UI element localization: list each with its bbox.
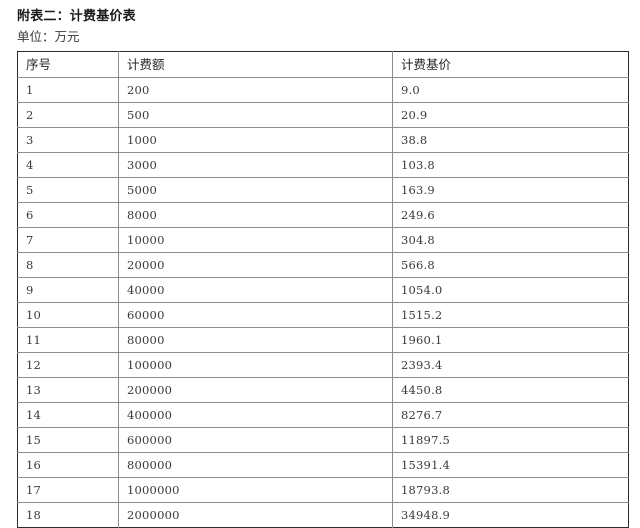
cell-amount: 200000 xyxy=(118,377,393,403)
cell-price: 18793.8 xyxy=(392,477,629,503)
cell-amount: 40000 xyxy=(118,277,393,303)
column-header-amount: 计费额 xyxy=(118,51,393,78)
cell-price: 20.9 xyxy=(392,102,629,128)
cell-amount: 600000 xyxy=(118,427,393,453)
cell-amount: 400000 xyxy=(118,402,393,428)
cell-amount: 2000000 xyxy=(118,502,393,528)
cell-index: 16 xyxy=(17,452,119,478)
cell-amount: 1000000 xyxy=(118,477,393,503)
cell-price: 304.8 xyxy=(392,227,629,253)
fee-base-price-table: 序号 计费额 计费基价 1 200 9.0 2 500 20.9 3 1000 38.8 4 300… xyxy=(17,51,629,528)
cell-price: 103.8 xyxy=(392,152,629,178)
cell-index: 10 xyxy=(17,302,119,328)
cell-price: 163.9 xyxy=(392,177,629,203)
cell-amount: 5000 xyxy=(118,177,393,203)
cell-price: 8276.7 xyxy=(392,402,629,428)
cell-amount: 3000 xyxy=(118,152,393,178)
table-row: 17 1000000 18793.8 xyxy=(17,477,629,503)
cell-index: 8 xyxy=(17,252,119,278)
table-row: 1 200 9.0 xyxy=(17,77,629,103)
cell-price: 1960.1 xyxy=(392,327,629,353)
table-row: 2 500 20.9 xyxy=(17,102,629,128)
table-row: 8 20000 566.8 xyxy=(17,252,629,278)
table-header-row: 序号 计费额 计费基价 xyxy=(17,51,629,78)
cell-amount: 1000 xyxy=(118,127,393,153)
cell-price: 38.8 xyxy=(392,127,629,153)
cell-index: 17 xyxy=(17,477,119,503)
cell-price: 249.6 xyxy=(392,202,629,228)
table-row: 7 10000 304.8 xyxy=(17,227,629,253)
table-row: 14 400000 8276.7 xyxy=(17,402,629,428)
table-row: 3 1000 38.8 xyxy=(17,127,629,153)
cell-index: 1 xyxy=(17,77,119,103)
cell-amount: 800000 xyxy=(118,452,393,478)
cell-price: 1515.2 xyxy=(392,302,629,328)
unit-note: 单位：万元 xyxy=(17,29,80,44)
cell-amount: 100000 xyxy=(118,352,393,378)
cell-price: 4450.8 xyxy=(392,377,629,403)
cell-index: 11 xyxy=(17,327,119,353)
cell-price: 11897.5 xyxy=(392,427,629,453)
table-row: 4 3000 103.8 xyxy=(17,152,629,178)
cell-price: 1054.0 xyxy=(392,277,629,303)
cell-amount: 80000 xyxy=(118,327,393,353)
page-title: 附表二：计费基价表 xyxy=(17,9,136,24)
cell-index: 13 xyxy=(17,377,119,403)
table-header: 序号 计费额 计费基价 xyxy=(17,51,629,78)
cell-index: 15 xyxy=(17,427,119,453)
table-row: 15 600000 11897.5 xyxy=(17,427,629,453)
table-row: 18 2000000 34948.9 xyxy=(17,502,629,528)
table-row: 5 5000 163.9 xyxy=(17,177,629,203)
cell-amount: 8000 xyxy=(118,202,393,228)
cell-index: 2 xyxy=(17,102,119,128)
cell-index: 14 xyxy=(17,402,119,428)
fee-table-container: 序号 计费额 计费基价 1 200 9.0 2 500 20.9 3 1000 38.8 4 300… xyxy=(17,51,629,528)
cell-amount: 60000 xyxy=(118,302,393,328)
column-header-index: 序号 xyxy=(17,51,119,78)
cell-amount: 500 xyxy=(118,102,393,128)
cell-index: 4 xyxy=(17,152,119,178)
table-row: 6 8000 249.6 xyxy=(17,202,629,228)
table-row: 13 200000 4450.8 xyxy=(17,377,629,403)
cell-amount: 20000 xyxy=(118,252,393,278)
cell-index: 12 xyxy=(17,352,119,378)
table-row: 16 800000 15391.4 xyxy=(17,452,629,478)
table-body: 1 200 9.0 2 500 20.9 3 1000 38.8 4 3000 103.8 5 5000 1… xyxy=(17,77,629,528)
table-row: 11 80000 1960.1 xyxy=(17,327,629,353)
table-row: 10 60000 1515.2 xyxy=(17,302,629,328)
cell-index: 18 xyxy=(17,502,119,528)
cell-amount: 200 xyxy=(118,77,393,103)
column-header-price: 计费基价 xyxy=(392,51,629,78)
cell-price: 566.8 xyxy=(392,252,629,278)
cell-index: 9 xyxy=(17,277,119,303)
table-row: 12 100000 2393.4 xyxy=(17,352,629,378)
cell-price: 9.0 xyxy=(392,77,629,103)
cell-price: 2393.4 xyxy=(392,352,629,378)
cell-index: 3 xyxy=(17,127,119,153)
cell-price: 15391.4 xyxy=(392,452,629,478)
document-page: 附表二：计费基价表 单位：万元 序号 计费额 计费基价 1 200 9.0 2 500 2… xyxy=(17,9,629,528)
table-row: 9 40000 1054.0 xyxy=(17,277,629,303)
cell-index: 6 xyxy=(17,202,119,228)
cell-amount: 10000 xyxy=(118,227,393,253)
cell-price: 34948.9 xyxy=(401,508,450,522)
cell-index: 7 xyxy=(17,227,119,253)
cell-index: 5 xyxy=(17,177,119,203)
